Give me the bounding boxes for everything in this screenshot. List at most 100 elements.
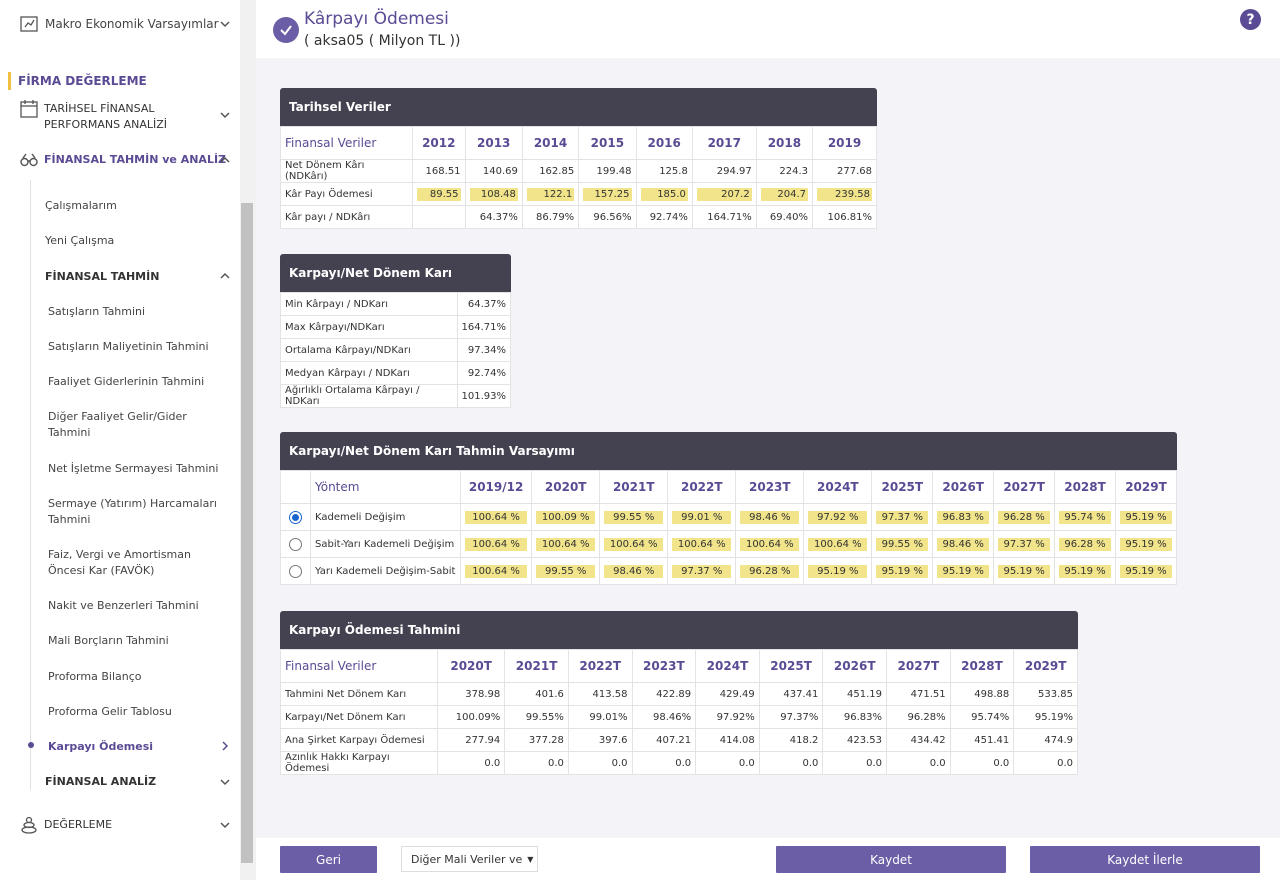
sidebar-item[interactable]: Diğer Faaliyet Gelir/Gider [48,410,187,423]
editable-cell[interactable]: 95.19 % [1059,564,1111,578]
sidebar-item[interactable]: Öncesi Kar (FAVÖK) [48,564,155,577]
sidebar-item[interactable]: Mali Borçların Tahmini [48,634,169,647]
editable-cell[interactable]: 98.46 % [604,564,664,578]
method-radio[interactable] [289,564,302,578]
other-data-dropdown[interactable]: Diğer Mali Veriler ve ▼ [401,846,538,872]
sidebar-item-degerleme[interactable]: DEĞERLEME [44,818,113,831]
editable-cell[interactable]: 95.19 % [1119,537,1172,551]
editable-cell[interactable]: 98.46 % [937,537,990,551]
cell: 98.46% [631,705,697,729]
sidebar-item-calismalarim[interactable]: Çalışmalarım [45,199,117,212]
sidebar-item[interactable]: Proforma Bilanço [48,670,142,683]
col-header: 2028T [1054,470,1116,504]
sidebar-item[interactable]: Faaliyet Giderlerinin Tahmini [48,375,205,388]
editable-cell[interactable]: 96.83 % [937,510,990,524]
page-subtitle: ( aksa05 ( Milyon TL )) [304,33,461,49]
editable-cell[interactable]: 99.01 % [672,510,732,524]
table-row: Min Kârpayı / NDKarı 64.37% [280,292,511,316]
editable-cell[interactable]: 185.0 [640,187,688,201]
chevron-down-icon[interactable] [219,109,231,121]
editable-cell[interactable]: 157.25 [583,187,632,201]
editable-cell[interactable]: 100.09 % [536,510,596,524]
cell: 451.41 [949,728,1015,752]
editable-cell[interactable]: 95.74 % [1059,510,1111,524]
table-header-row: Finansal Veriler 2020T 2021T 2022T 2023T… [280,649,1078,683]
editable-cell[interactable]: 100.64 % [604,537,664,551]
sidebar-item-fin-analiz[interactable]: FİNANSAL ANALİZ [45,775,157,788]
method-radio[interactable] [289,537,302,551]
chevron-down-icon[interactable] [219,776,231,788]
editable-cell[interactable]: 95.19 % [876,564,929,578]
cell: 0.0 [436,751,506,775]
editable-cell[interactable]: 95.19 % [998,564,1051,578]
editable-cell[interactable]: 100.64 % [808,537,868,551]
sidebar-item[interactable]: Satışların Tahmini [48,305,146,318]
cell: 418.2 [758,728,824,752]
editable-cell[interactable]: 95.19 % [1119,510,1172,524]
editable-cell[interactable]: 207.2 [696,187,752,201]
cell: 64.37% [464,205,523,229]
editable-cell[interactable]: 95.19 % [1119,564,1172,578]
editable-cell[interactable]: 95.19 % [808,564,868,578]
editable-cell[interactable]: 98.46 % [740,510,800,524]
editable-cell[interactable]: 204.7 [760,187,809,201]
cell: 95.74% [949,705,1015,729]
chevron-down-icon[interactable] [219,18,231,30]
chevron-up-icon[interactable] [219,270,231,282]
editable-cell[interactable]: 100.64 % [465,564,528,578]
sidebar-item[interactable]: Tahmini [48,426,91,439]
editable-cell[interactable]: 100.64 % [465,510,528,524]
sidebar-scrollbar-thumb[interactable] [241,203,253,863]
col-header: 2016 [635,126,693,160]
sidebar-item[interactable]: Proforma Gelir Tablosu [48,705,172,718]
editable-cell[interactable]: 97.37 % [998,537,1051,551]
sidebar-item[interactable]: Satışların Maliyetinin Tahmini [48,340,209,353]
sidebar-item[interactable]: Sermaye (Yatırım) Harcamaları [48,497,217,510]
sidebar-item-historical-1[interactable]: TARİHSEL FİNANSAL [44,102,155,115]
save-next-button[interactable]: Kaydet İlerle [1030,846,1260,873]
save-button[interactable]: Kaydet [776,846,1006,873]
method-radio-selected[interactable] [289,510,302,524]
editable-cell[interactable]: 97.92 % [808,510,868,524]
editable-cell[interactable]: 99.55 % [604,510,664,524]
sidebar-item[interactable]: Nakit ve Benzerleri Tahmini [48,599,199,612]
main-content: Kârpayı Ödemesi ( aksa05 ( Milyon TL )) … [256,0,1280,880]
editable-cell[interactable]: 96.28 % [740,564,800,578]
editable-cell[interactable]: 89.55 [417,187,461,201]
editable-cell[interactable]: 97.37 % [876,510,929,524]
chevron-down-icon[interactable] [219,819,231,831]
editable-cell[interactable]: 97.37 % [672,564,732,578]
editable-cell[interactable]: 99.55 % [536,564,596,578]
editable-cell[interactable]: 239.58 [817,187,872,201]
editable-cell[interactable]: 96.28 % [1059,537,1111,551]
sidebar-item[interactable]: Net İşletme Sermayesi Tahmini [48,462,219,475]
sidebar-item-active[interactable]: Karpayı Ödemesi [48,740,154,753]
table-row: Ana Şirket Karpayı Ödemesi 277.94 377.28… [280,728,1078,752]
col-header: 2024T [695,649,760,683]
back-button[interactable]: Geri [280,846,377,873]
editable-cell[interactable]: 122.1 [526,187,575,201]
sidebar-item[interactable]: Faiz, Vergi ve Amortisman [48,548,191,561]
editable-cell[interactable]: 100.64 % [536,537,596,551]
row-label: Kademeli Değişim [310,503,461,531]
assumption-table: Yöntem 2019/12 2020T 2021T 2022T 2023T 2… [280,470,1178,585]
sidebar-item-macro[interactable]: Makro Ekonomik Varsayımlar [45,17,219,31]
sidebar-item[interactable]: Tahmini [48,513,91,526]
editable-cell[interactable]: 96.28 % [998,510,1051,524]
editable-cell[interactable]: 108.48 [469,187,518,201]
sidebar-item-fin-tahmin[interactable]: FİNANSAL TAHMİN [45,270,160,283]
help-icon[interactable]: ? [1240,9,1261,30]
editable-cell[interactable]: 100.64 % [672,537,732,551]
editable-cell[interactable]: 100.64 % [465,537,528,551]
cell: 471.51 [886,682,951,706]
editable-cell[interactable]: 99.55 % [876,537,929,551]
binoculars-icon [20,153,38,167]
sidebar-item-yeni[interactable]: Yeni Çalışma [45,234,115,247]
sidebar-item-forecast[interactable]: FİNANSAL TAHMİN ve ANALİZ [44,153,227,166]
cell: 533.85 [1013,682,1078,706]
chevron-up-icon[interactable] [219,154,231,166]
sidebar-item-historical-2[interactable]: PERFORMANS ANALİZİ [44,118,168,131]
chevron-right-icon[interactable] [219,740,231,752]
editable-cell[interactable]: 100.64 % [740,537,800,551]
editable-cell[interactable]: 95.19 % [937,564,990,578]
